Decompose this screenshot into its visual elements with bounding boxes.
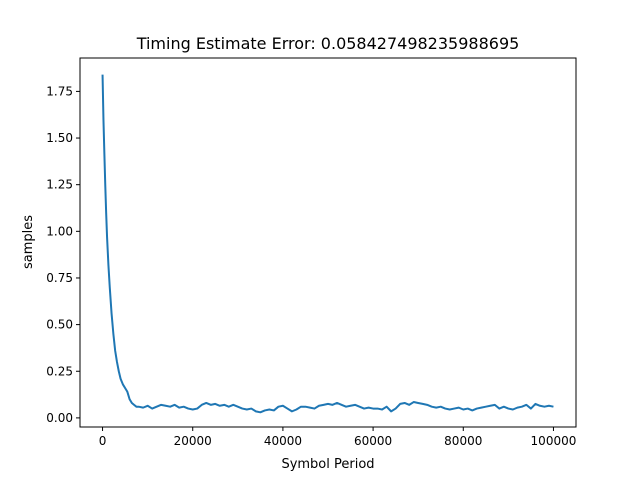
y-axis: 0.00 0.25 0.50 0.75 1.00 1.25 1.50 1.75 [46,84,80,425]
x-tick-label: 0 [99,434,107,448]
y-tick-label: 0.00 [46,411,73,425]
y-tick-label: 0.25 [46,364,73,378]
series-line-0 [101,74,554,414]
x-axis: 0 20000 40000 60000 80000 100000 [99,427,577,448]
plot-area [101,74,554,414]
x-tick-label: 100000 [531,434,577,448]
x-axis-label: Symbol Period [281,457,374,472]
axes-frame [79,57,577,428]
x-tick-label: 40000 [264,434,302,448]
chart-title: Timing Estimate Error: 0.058427498235988… [136,34,520,53]
y-tick-label: 0.50 [46,318,73,332]
x-tick-label: 20000 [174,434,212,448]
y-tick-label: 1.00 [46,224,73,238]
x-tick-label: 80000 [444,434,482,448]
x-tick-label: 60000 [354,434,392,448]
y-axis-label: samples [21,215,36,269]
y-tick-label: 1.75 [46,84,73,98]
y-tick-label: 1.25 [46,178,73,192]
y-tick-label: 0.75 [46,271,73,285]
y-tick-label: 1.50 [46,131,73,145]
